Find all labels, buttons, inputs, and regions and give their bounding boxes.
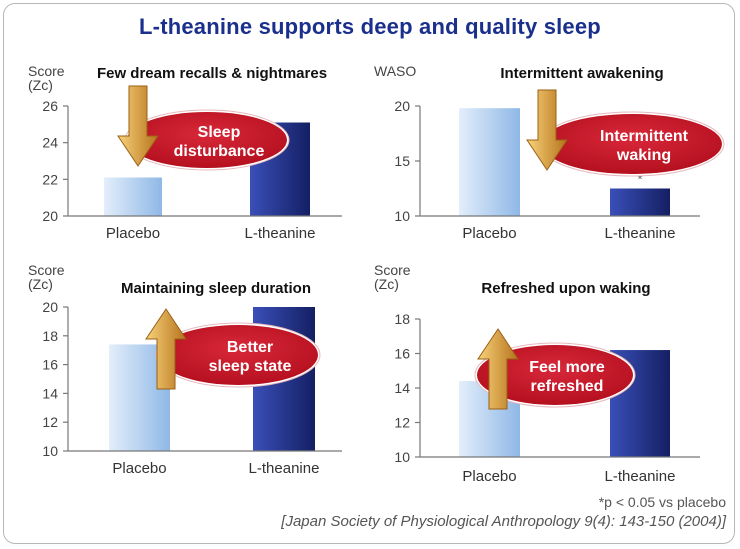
arrow-down-icon (526, 89, 568, 171)
category-label: Placebo (112, 460, 166, 477)
chart-svg: Intermittent awakening WASO Placebo * L-thea… (374, 63, 725, 242)
bar-placebo (459, 108, 520, 216)
significance-footnote: *p < 0.05 vs placebo (598, 494, 726, 510)
annotation-text: refreshed (531, 378, 604, 395)
y-axis-label: (Zc) (28, 77, 53, 93)
y-tick-label: 10 (42, 443, 58, 459)
y-tick-label: 10 (394, 449, 410, 465)
significance-marker: * (637, 172, 642, 187)
category-label: Placebo (462, 468, 516, 485)
y-tick-label: 20 (42, 299, 58, 315)
annotation-text: Sleep (198, 124, 241, 141)
y-tick-label: 18 (394, 311, 410, 327)
main-title: L-theanine supports deep and quality sle… (139, 14, 601, 39)
chart-svg: Refreshed upon waking Score(Zc) Placebo L-t… (374, 262, 700, 485)
y-tick-label: 22 (42, 171, 58, 187)
bar-placebo (104, 177, 162, 216)
chart-title: Few dream recalls & nightmares (97, 65, 327, 82)
chart-dream-recalls: Few dream recalls & nightmares Score (Zc) P… (20, 58, 350, 248)
y-tick-label: 26 (42, 98, 58, 114)
chart-svg: Maintaining sleep duration Score(Zc) Place… (28, 262, 342, 477)
arrow-up-icon (477, 328, 519, 410)
annotation-text: Better (227, 339, 273, 356)
category-label: L-theanine (605, 225, 676, 242)
annotation-badge: Sleep disturbance (124, 109, 290, 171)
category-label: L-theanine (605, 468, 676, 485)
y-tick-label: 12 (394, 415, 410, 431)
annotation-badge: Better sleep state (155, 322, 321, 388)
annotation-text: Feel more (529, 359, 605, 376)
annotation-text: waking (616, 147, 671, 164)
y-tick-label: 20 (42, 208, 58, 224)
y-tick-label: 15 (394, 153, 410, 169)
y-axis-label: (Zc) (28, 276, 53, 292)
category-label: L-theanine (249, 460, 320, 477)
source-citation: [Japan Society of Physiological Anthropo… (281, 513, 726, 530)
chart-refreshed-waking: Refreshed upon waking Score (Zc) Placebo L-t… (370, 262, 725, 485)
bar-l-theanine (610, 188, 670, 216)
chart-title: Maintaining sleep duration (121, 280, 311, 297)
category-label: L-theanine (245, 225, 316, 242)
annotation-text: sleep state (209, 358, 292, 375)
y-tick-label: 18 (42, 328, 58, 344)
arrow-up-icon (145, 308, 187, 390)
y-axis-label: Score (374, 262, 411, 278)
chart-sleep-duration: Maintaining sleep duration Score (Zc) Place… (20, 262, 350, 478)
y-axis-label: WASO (374, 63, 416, 79)
y-tick-label: 16 (394, 346, 410, 362)
y-tick-label: 12 (42, 414, 58, 430)
y-tick-label: 10 (394, 208, 410, 224)
annotation-text: disturbance (174, 143, 265, 160)
figure-frame (3, 3, 735, 544)
chart-title: Refreshed upon waking (481, 280, 650, 297)
y-tick-label: 20 (394, 98, 410, 114)
y-axis-label: Score (28, 63, 65, 79)
chart-title: Intermittent awakening (500, 65, 663, 82)
y-tick-label: 14 (42, 385, 58, 401)
chart-svg: Few dream recalls & nightmares Score(Zc) P… (28, 63, 342, 242)
category-label: Placebo (106, 225, 160, 242)
annotation-badge: Intermittent waking (539, 111, 725, 177)
y-tick-label: 24 (42, 135, 58, 151)
annotation-text: Intermittent (600, 128, 689, 145)
y-tick-label: 14 (394, 380, 410, 396)
category-label: Placebo (462, 225, 516, 242)
arrow-down-icon (117, 85, 159, 167)
y-axis-label: Score (28, 262, 65, 278)
y-axis-label: (Zc) (374, 276, 399, 292)
y-tick-label: 16 (42, 357, 58, 373)
chart-intermittent-awakening: Intermittent awakening WASO Placebo * L-thea… (370, 58, 725, 248)
